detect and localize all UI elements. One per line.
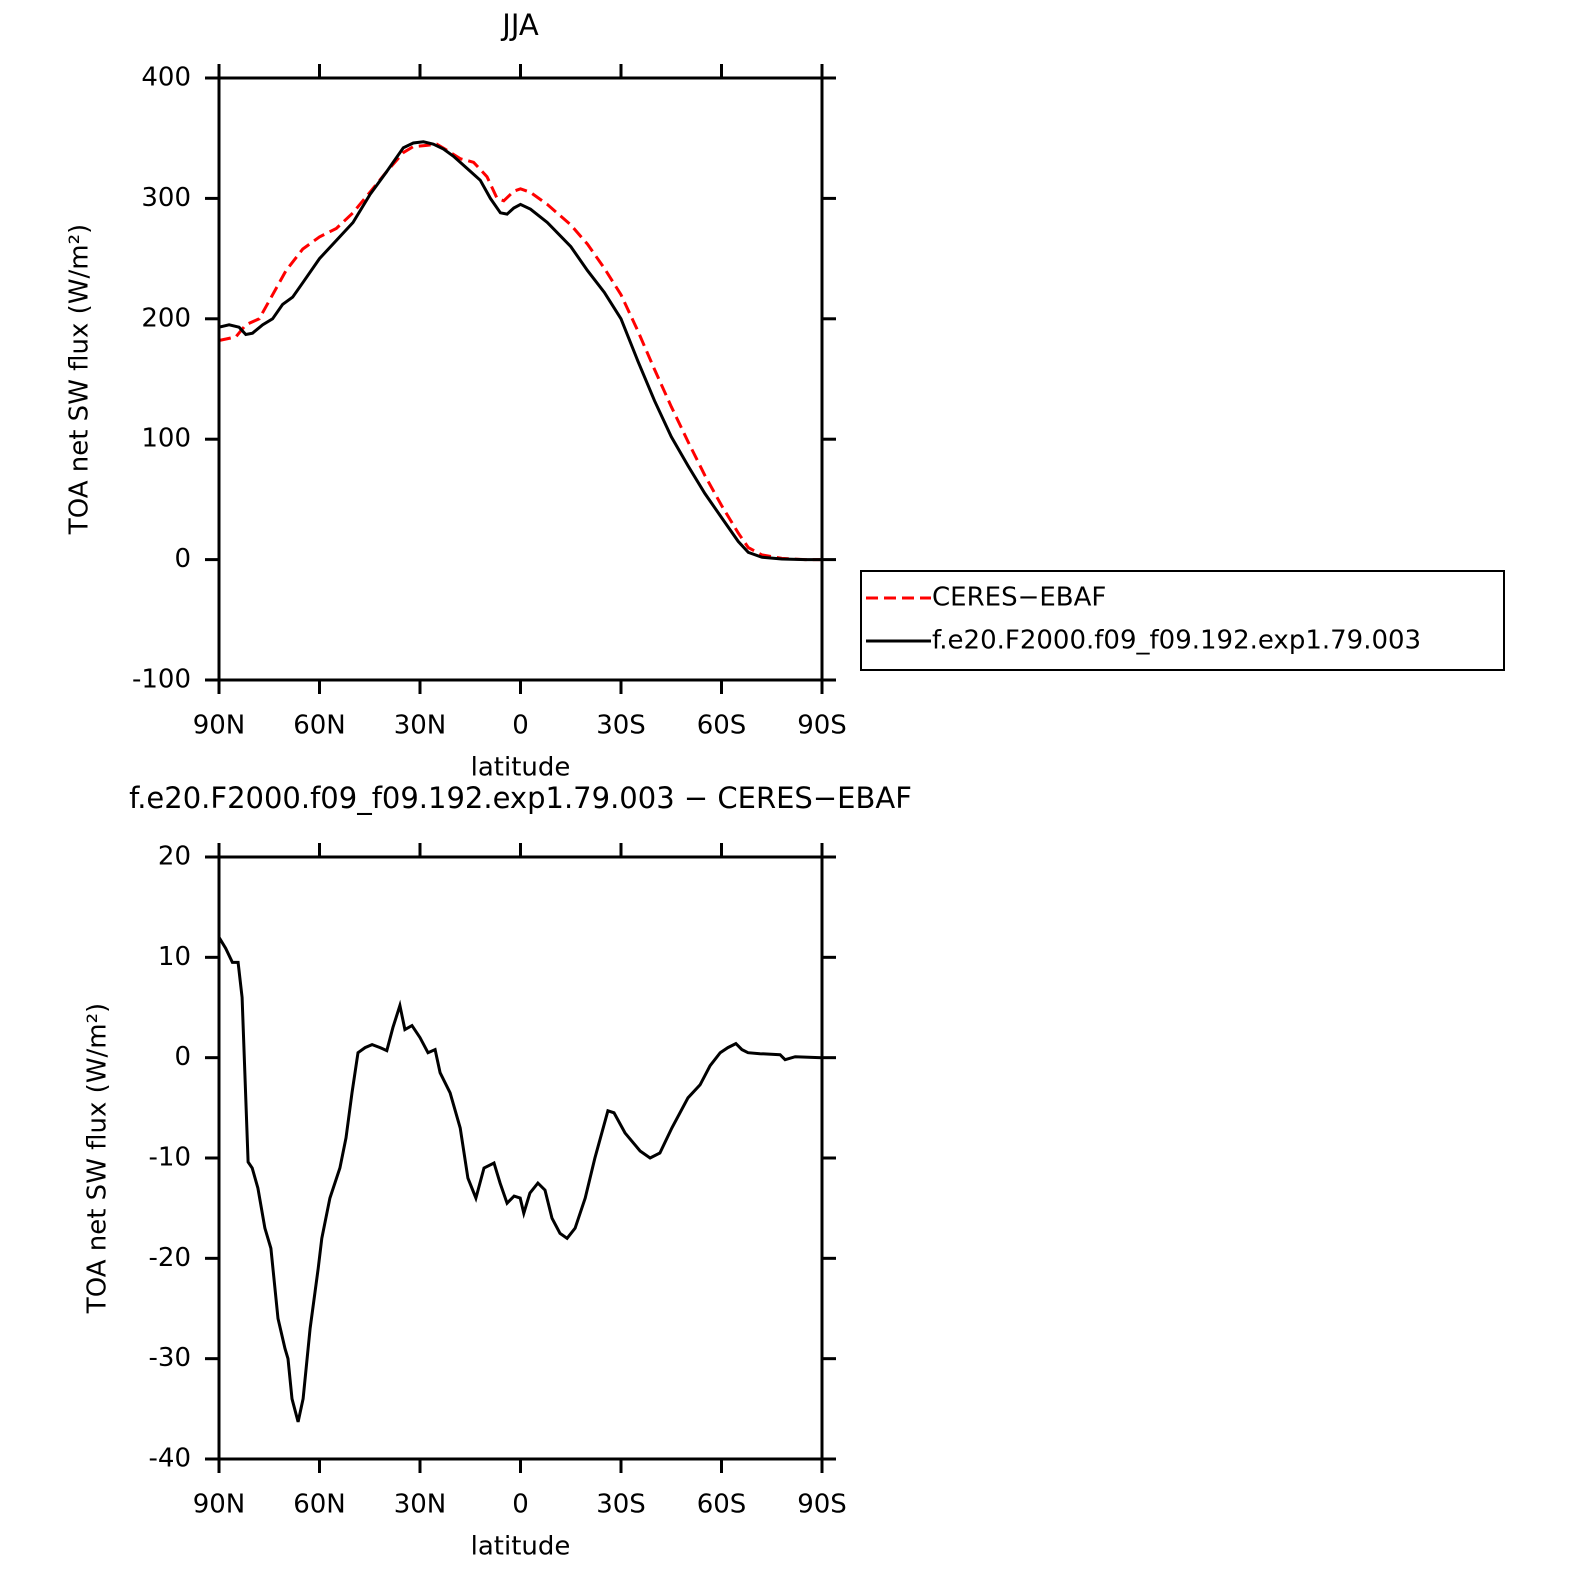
- x-tick-label: 60N: [293, 1490, 346, 1520]
- data-line: [218, 142, 822, 562]
- x-tick-label: 90N: [193, 711, 246, 741]
- data-line: [217, 936, 823, 1423]
- y-axis-label: TOA net SW flux (W/m²): [83, 1003, 113, 1314]
- x-axis-label: latitude: [471, 1532, 571, 1562]
- y-tick-label: 300: [141, 183, 191, 213]
- x-tick-label: 60S: [697, 1490, 747, 1520]
- x-tick-label: 90N: [193, 1490, 246, 1520]
- plot-frame: [217, 76, 824, 682]
- y-tick-label: -20: [149, 1243, 191, 1273]
- y-tick-label: -100: [132, 665, 191, 695]
- x-tick-label: 90S: [797, 1490, 847, 1520]
- x-tick-label: 90S: [797, 711, 847, 741]
- chart-title: JJA: [500, 8, 539, 42]
- legend-label: CERES−EBAF: [932, 583, 1106, 613]
- y-tick-label: -10: [149, 1143, 191, 1173]
- x-tick-label: 60S: [697, 711, 747, 741]
- y-tick-label: 400: [141, 63, 191, 93]
- y-tick-label: 0: [174, 544, 191, 574]
- plot-frame: [217, 855, 824, 1461]
- data-line: [218, 140, 822, 562]
- chart-title: f.e20.F2000.f09_f09.192.exp1.79.003 − CE…: [129, 781, 912, 815]
- x-tick-label: 30S: [596, 1490, 646, 1520]
- x-tick-label: 0: [512, 711, 529, 741]
- x-tick-label: 30N: [394, 711, 447, 741]
- y-tick-label: 20: [158, 842, 191, 872]
- y-tick-label: 200: [141, 303, 191, 333]
- x-tick-label: 0: [512, 1490, 529, 1520]
- x-tick-label: 30N: [394, 1490, 447, 1520]
- y-tick-label: 0: [174, 1042, 191, 1072]
- y-tick-label: -40: [149, 1444, 191, 1474]
- x-axis-label: latitude: [471, 753, 571, 783]
- legend-box: [860, 570, 1505, 671]
- y-tick-label: -30: [149, 1343, 191, 1373]
- y-axis-label: TOA net SW flux (W/m²): [65, 224, 95, 535]
- x-tick-label: 60N: [293, 711, 346, 741]
- y-tick-label: 100: [141, 424, 191, 454]
- y-tick-label: 10: [158, 942, 191, 972]
- legend-label: f.e20.F2000.f09_f09.192.exp1.79.003: [932, 626, 1421, 656]
- x-tick-label: 30S: [596, 711, 646, 741]
